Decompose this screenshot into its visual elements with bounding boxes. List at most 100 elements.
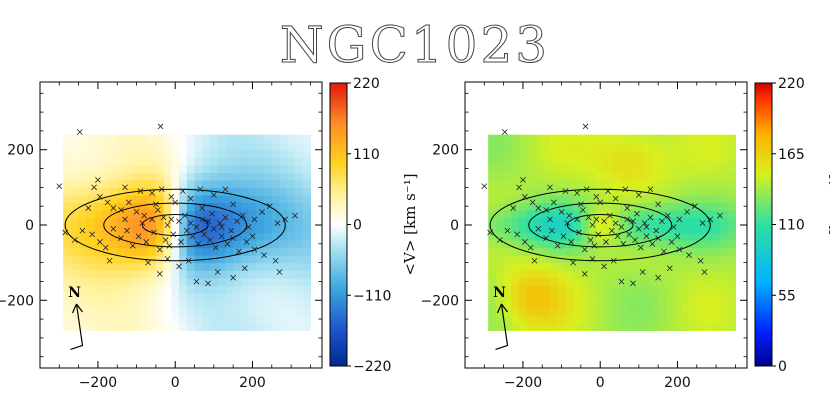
vel-pixel [148, 247, 157, 256]
vel-pixel [117, 262, 126, 271]
sig-pixel [627, 322, 636, 331]
vel-colorbar-tick-label: −220 [353, 359, 391, 375]
vel-pixel [117, 149, 126, 158]
sig-pixel [588, 292, 597, 301]
vel-bin-marker [79, 227, 86, 234]
vel-pixel [63, 300, 72, 309]
vel-pixel [70, 164, 80, 173]
sig-bin-marker [655, 201, 662, 208]
sig-pixel [642, 285, 652, 294]
sig-bin-marker [661, 248, 667, 255]
sig-pixel [519, 277, 528, 286]
sig-pixel [604, 262, 613, 271]
vel-bin-marker [251, 216, 258, 223]
sig-pixel [526, 179, 536, 188]
vel-pixel [248, 225, 257, 234]
vel-pixel [109, 194, 118, 204]
vel-pixel [194, 300, 203, 309]
sig-pixel [573, 255, 582, 264]
sig-bin-marker [566, 212, 573, 219]
vel-pixel [70, 307, 80, 316]
sig-pixel [696, 255, 706, 264]
vel-pixel [264, 255, 273, 264]
sig-pixel [650, 209, 659, 219]
sig-pixel [534, 285, 543, 294]
sig-y-tick-label: 200 [432, 143, 459, 159]
sig-bin-marker [535, 205, 542, 211]
vel-pixel [171, 179, 180, 188]
sig-pixel [696, 270, 706, 279]
vel-x-tick-label: 200 [239, 375, 266, 391]
vel-pixel [294, 240, 304, 249]
vel-pixel [171, 300, 180, 309]
sig-heatmap [488, 134, 737, 331]
sig-pixel [596, 194, 605, 204]
sig-pixel [611, 232, 621, 241]
sig-pixel [549, 285, 559, 294]
vel-bin-marker [245, 223, 252, 230]
vel-colorbar-tick-label: 110 [353, 147, 380, 163]
sig-pixel [542, 194, 551, 204]
vel-pixel [186, 240, 196, 249]
vel-pixel [78, 164, 87, 173]
vel-pixel [264, 149, 273, 158]
vel-pixel [101, 225, 111, 234]
vel-pixel [225, 157, 234, 166]
vel-pixel [148, 164, 157, 173]
sig-bin-marker [520, 176, 526, 183]
vel-pixel [202, 134, 211, 143]
vel-pixel [94, 307, 103, 316]
sig-pixel [596, 225, 605, 234]
sig-pixel [658, 262, 667, 271]
sig-bin-marker [626, 231, 633, 238]
vel-pixel [225, 172, 234, 181]
vel-pixel [302, 285, 312, 294]
sig-pixel [673, 255, 682, 264]
vel-pixel [186, 187, 196, 196]
sig-pixel [719, 164, 729, 173]
vel-bin-marker [214, 269, 221, 275]
sig-pixel [596, 240, 605, 249]
vel-pixel [186, 322, 196, 331]
sig-pixel [611, 322, 621, 331]
sig-pixel [573, 157, 582, 166]
vel-pixel [217, 194, 227, 204]
vel-pixel [264, 134, 273, 143]
vel-pixel [217, 322, 227, 331]
vel-pixel [179, 225, 188, 234]
sig-pixel [580, 307, 590, 316]
vel-bin-marker [201, 231, 208, 238]
sig-bin-marker [643, 223, 650, 230]
sig-x-tick-label: 0 [596, 375, 605, 391]
sig-pixel [689, 142, 698, 151]
sig-pixel [619, 194, 628, 204]
vel-pixel [217, 217, 227, 226]
vel-pixel [279, 315, 288, 324]
vel-pixel [94, 232, 103, 241]
vel-pixel [86, 262, 95, 271]
vel-pixel [78, 307, 87, 316]
sig-pixel [650, 149, 659, 158]
sig-pixel [573, 240, 582, 249]
sig-pixel [596, 300, 605, 309]
sig-pixel [488, 202, 497, 211]
vel-pixel [217, 172, 227, 181]
vel-pixel [264, 179, 273, 188]
vel-pixel [109, 164, 118, 173]
sig-pixel [627, 225, 636, 234]
vel-pixel [163, 217, 172, 226]
sig-pixel [557, 232, 567, 241]
vel-pixel [117, 277, 126, 286]
vel-pixel [132, 307, 142, 316]
vel-pixel [225, 164, 234, 173]
vel-pixel [194, 270, 203, 279]
sig-x-tick-label: 200 [664, 375, 691, 391]
sig-pixel [658, 164, 667, 173]
sig-pixel [511, 292, 520, 301]
sig-pixel [681, 277, 690, 286]
sig-pixel [580, 172, 590, 181]
vel-pixel [194, 322, 203, 331]
vel-pixel [124, 262, 134, 271]
sig-pixel [611, 240, 621, 249]
vel-pixel [86, 270, 95, 279]
